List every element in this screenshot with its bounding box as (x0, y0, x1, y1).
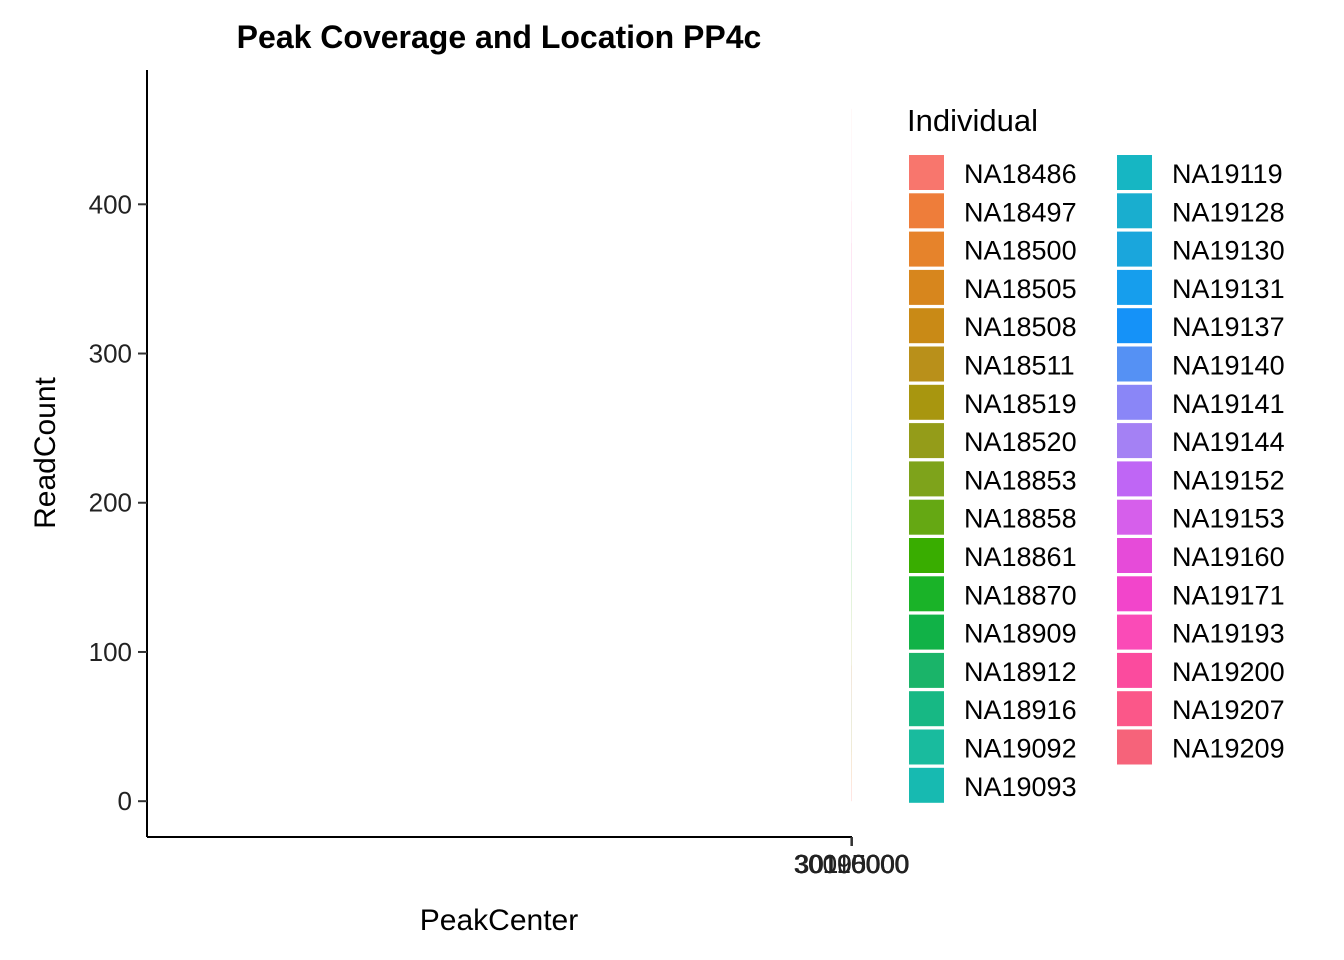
legend-label-NA18511: NA18511 (964, 351, 1075, 381)
legend-label-NA19092: NA19092 (964, 734, 1077, 764)
legend-label-NA18912: NA18912 (964, 657, 1077, 687)
legend-label-NA19093: NA19093 (964, 772, 1077, 802)
legend-key-NA18520 (909, 423, 944, 459)
x-axis-title: PeakCenter (420, 904, 578, 937)
legend-label-NA18861: NA18861 (964, 542, 1077, 572)
legend-label-NA19153: NA19153 (1172, 504, 1285, 534)
legend-label-NA19144: NA19144 (1172, 427, 1285, 457)
legend-key-NA18861 (909, 538, 944, 573)
legend-label-NA18916: NA18916 (964, 695, 1077, 725)
legend-label-NA18508: NA18508 (964, 312, 1077, 342)
legend-key-NA19131 (1117, 269, 1152, 305)
y-tick-label: 200 (89, 488, 132, 518)
x-tick-label: 30110000 (795, 849, 909, 879)
legend-key-NA18497 (909, 193, 944, 229)
y-tick-label: 0 (118, 786, 132, 816)
legend-key-NA19207 (1117, 691, 1152, 727)
x-tick-label: 30100000 (794, 849, 910, 879)
legend-label-NA18497: NA18497 (964, 197, 1077, 227)
legend-key-NA18511 (909, 346, 944, 382)
legend-key-NA19093 (909, 767, 944, 803)
legend-key-NA18909 (909, 614, 944, 650)
legend-key-NA19128 (1117, 193, 1152, 229)
legend-label-NA19119: NA19119 (1172, 159, 1283, 189)
legend-label-NA19209: NA19209 (1172, 734, 1285, 764)
legend-label-NA18486: NA18486 (964, 159, 1077, 189)
legend-label-NA18870: NA18870 (964, 580, 1077, 610)
legend-key-NA19160 (1117, 538, 1152, 573)
legend-key-NA19141 (1117, 384, 1152, 420)
x-tick-label: 30095000 (794, 849, 910, 879)
x-tick-label: 30105000 (794, 849, 910, 879)
y-axis-title: ReadCount (29, 376, 62, 528)
legend: Individual NA18486NA18497NA18500NA18505N… (907, 103, 1285, 803)
legend-key-NA19119 (1117, 155, 1152, 190)
legend-key-NA19130 (1117, 231, 1152, 267)
legend-label-NA18519: NA18519 (964, 389, 1077, 419)
y-axis: 0 100 200 300 400 (89, 189, 147, 816)
chart-title: Peak Coverage and Location PP4c (237, 19, 762, 55)
legend-key-NA19092 (909, 729, 944, 765)
legend-key-NA18912 (909, 652, 944, 688)
legend-key-NA19153 (1117, 499, 1152, 535)
legend-key-NA18508 (909, 308, 944, 344)
legend-title: Individual (907, 103, 1038, 138)
legend-key-NA19193 (1117, 614, 1152, 650)
y-tick-label: 400 (89, 189, 132, 219)
legend-label-NA19141: NA19141 (1172, 389, 1285, 419)
legend-label-NA19207: NA19207 (1172, 695, 1285, 725)
legend-label-NA19152: NA19152 (1172, 465, 1285, 495)
legend-key-NA18519 (909, 384, 944, 420)
legend-key-NA18500 (909, 231, 944, 267)
legend-key-NA19144 (1117, 423, 1152, 459)
legend-items: NA18486 NA18497 NA18500 NA18505 NA18508 NA185… (909, 155, 1285, 803)
legend-key-NA18870 (909, 576, 944, 612)
y-tick-label: 100 (89, 637, 132, 667)
legend-label-NA19128: NA19128 (1172, 197, 1285, 227)
legend-label-NA19130: NA19130 (1172, 236, 1285, 266)
legend-key-NA19152 (1117, 461, 1152, 497)
legend-label-NA19137: NA19137 (1172, 312, 1285, 342)
legend-label-NA18505: NA18505 (964, 274, 1077, 304)
legend-key-NA18505 (909, 269, 944, 305)
legend-key-NA18853 (909, 461, 944, 497)
x-tick-label: 30090000 (794, 849, 910, 879)
legend-label-NA19193: NA19193 (1172, 619, 1285, 649)
legend-key-NA19200 (1117, 652, 1152, 688)
legend-key-NA18858 (909, 499, 944, 535)
legend-label-NA19200: NA19200 (1172, 657, 1285, 687)
legend-label-NA19140: NA19140 (1172, 351, 1285, 381)
legend-key-NA18916 (909, 691, 944, 727)
legend-label-NA19131: NA19131 (1172, 274, 1285, 304)
legend-label-NA18520: NA18520 (964, 427, 1077, 457)
legend-label-NA19160: NA19160 (1172, 542, 1285, 572)
legend-key-NA18486 (909, 155, 944, 190)
legend-key-NA19171 (1117, 576, 1152, 612)
legend-label-NA18853: NA18853 (964, 465, 1077, 495)
y-tick-label: 300 (89, 339, 132, 369)
legend-key-NA19209 (1117, 729, 1152, 765)
legend-key-NA19140 (1117, 346, 1152, 382)
legend-key-NA19137 (1117, 308, 1152, 344)
legend-label-NA18909: NA18909 (964, 619, 1077, 649)
legend-label-NA18500: NA18500 (964, 236, 1077, 266)
legend-label-NA18858: NA18858 (964, 504, 1077, 534)
legend-label-NA19171: NA19171 (1172, 580, 1285, 610)
